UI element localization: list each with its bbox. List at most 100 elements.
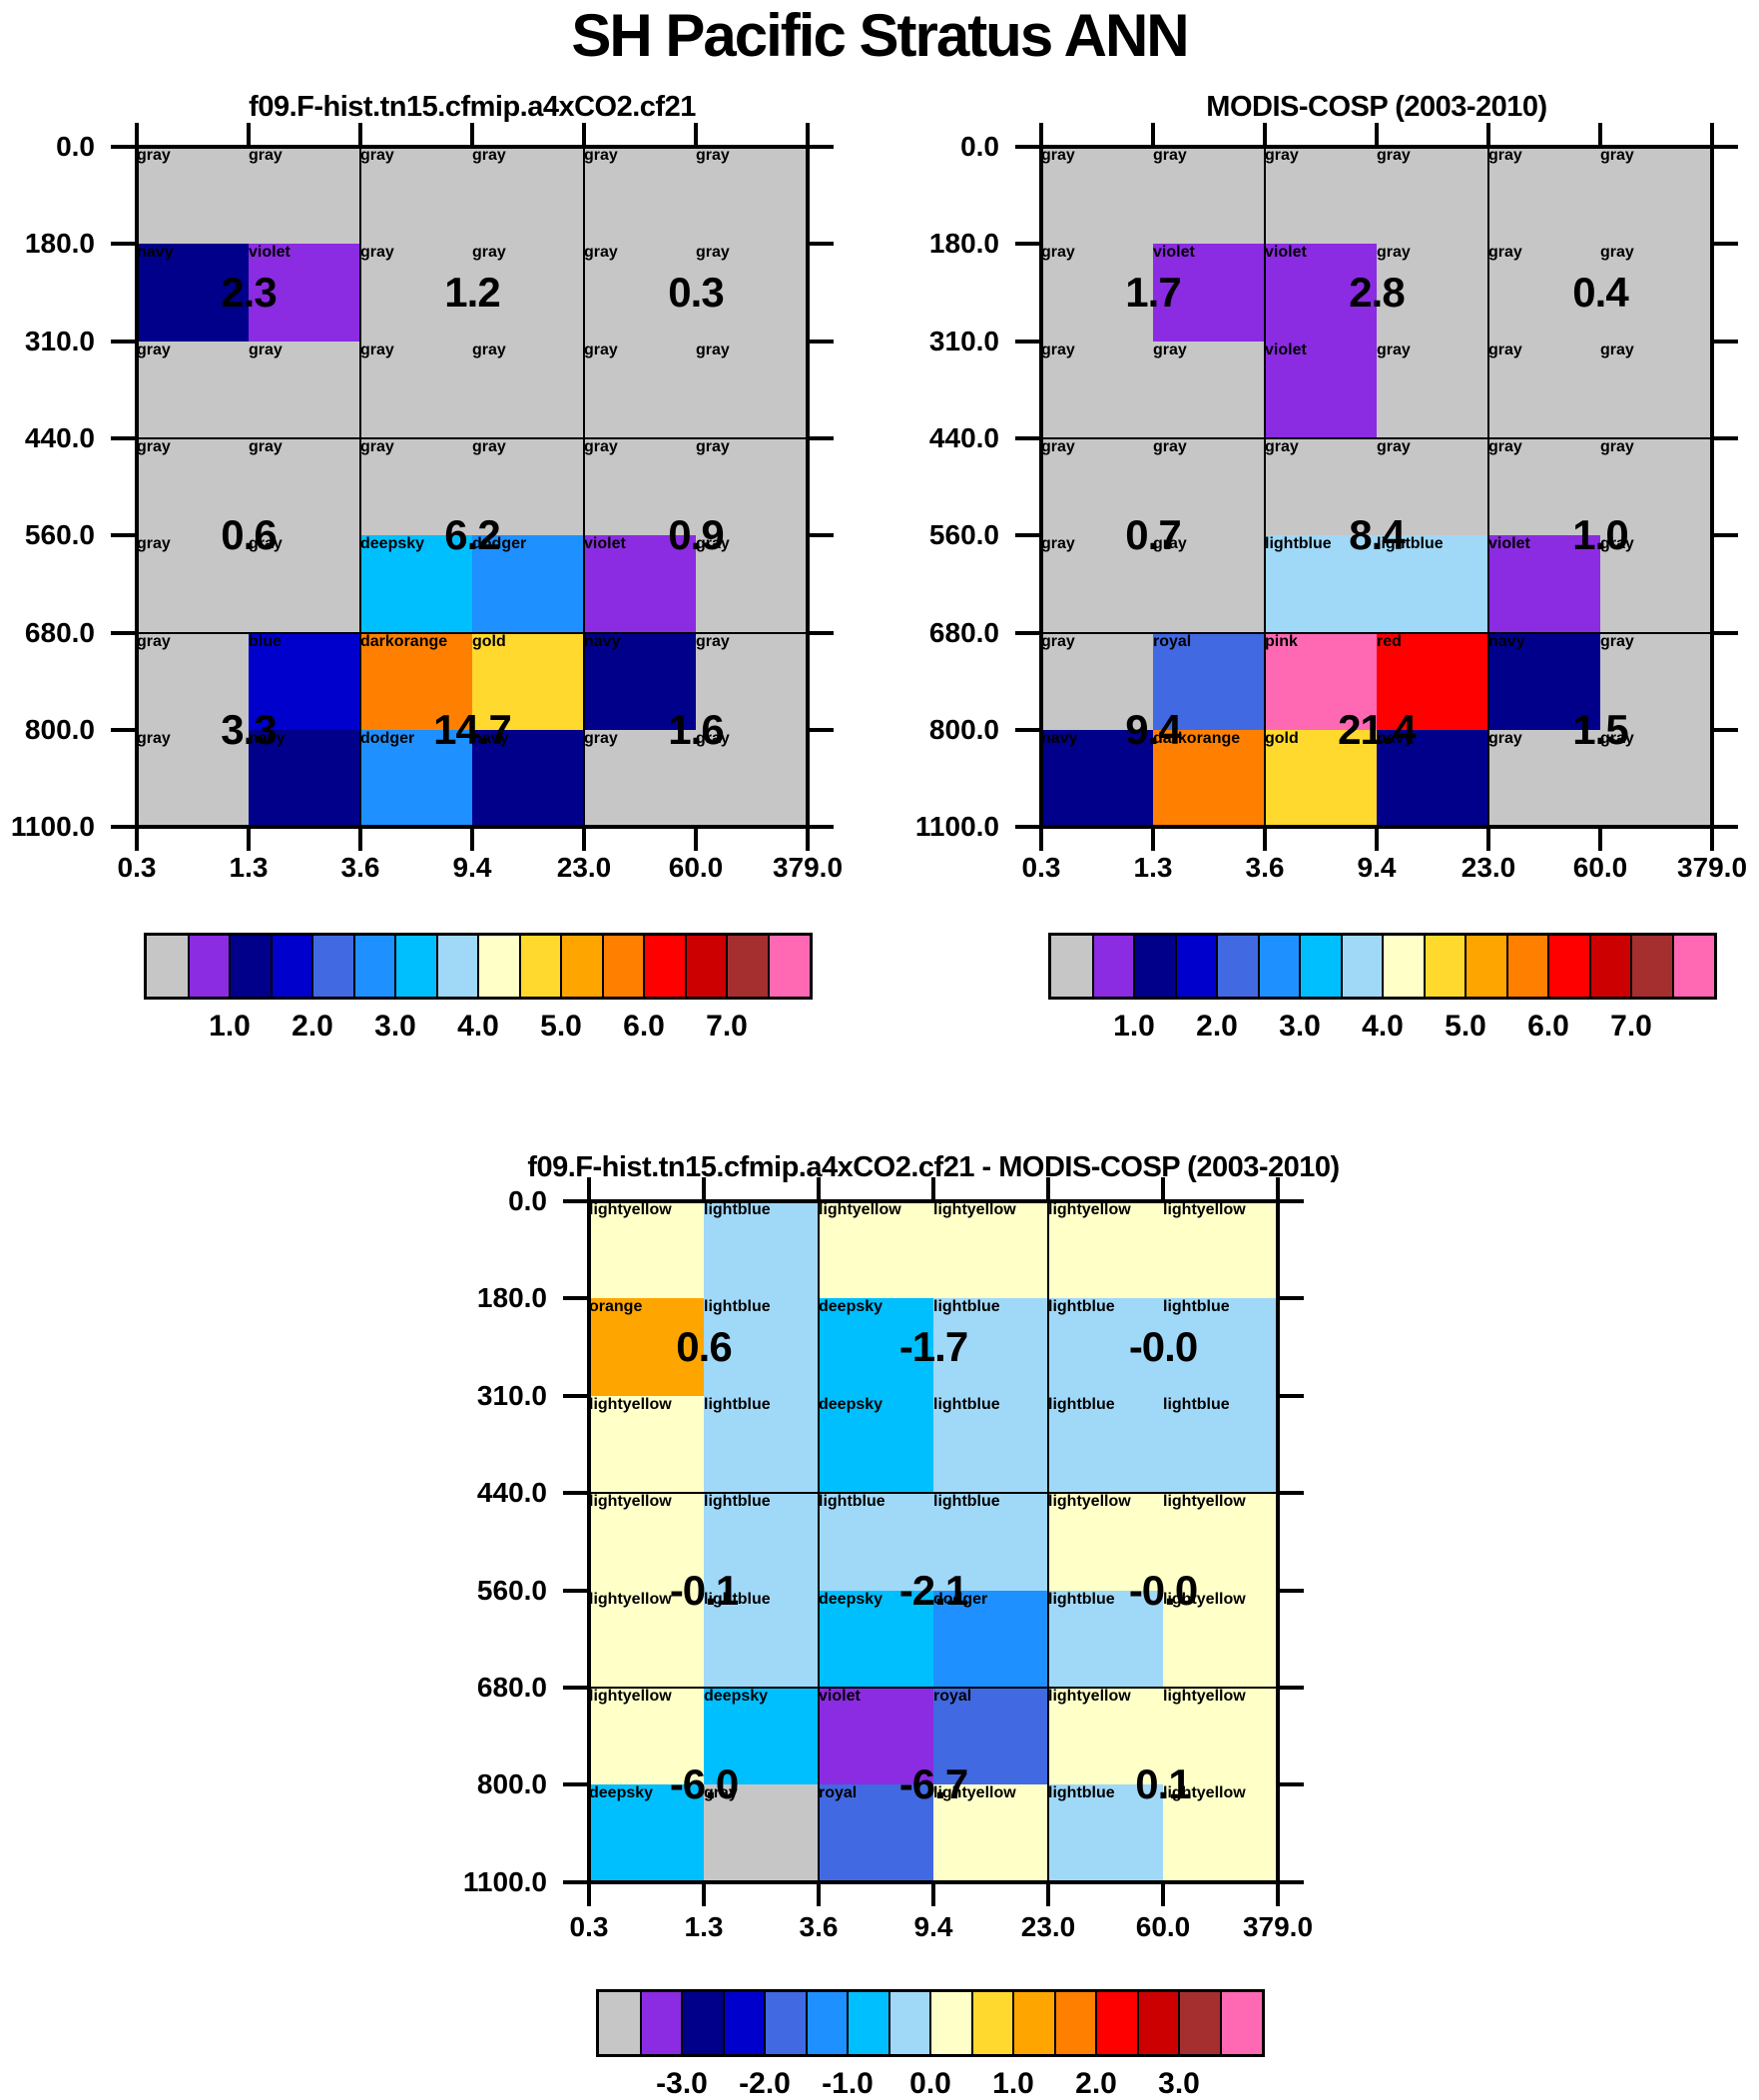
axis-tick [1015, 339, 1041, 344]
colorbar-segment [727, 936, 769, 997]
heatmap-cell: lightblue [933, 1298, 1049, 1397]
axis-tick [1276, 1177, 1280, 1201]
heatmap-cell: gray [1153, 341, 1266, 439]
colorbar-divider [970, 1992, 973, 2054]
x-tick-label: 23.0 [556, 852, 612, 884]
heatmap-cell: gray [137, 437, 250, 537]
heatmap-cell: gray [137, 535, 250, 634]
colorbar-segment [765, 1992, 807, 2054]
heatmap-cell: gray [696, 147, 809, 246]
axis-tick [1598, 123, 1602, 147]
colorbar-divider [726, 936, 728, 997]
colorbar-segment [930, 1992, 972, 2054]
heatmap-cell: lightyellow [589, 1493, 705, 1592]
colorbar-segment [640, 1992, 682, 2054]
heatmap-cell: darkorange [360, 632, 473, 731]
heatmap-cell: lightyellow [933, 1784, 1049, 1883]
plot-frame [135, 145, 810, 830]
colorbar-segment [1589, 936, 1631, 997]
x-tick-label: 379.0 [1242, 1910, 1314, 1942]
colorbar-tick-label: 3.0 [1279, 1010, 1321, 1043]
axis-tick [1263, 827, 1267, 852]
colorbar-segment [1672, 936, 1714, 997]
heatmap-cell: navy [584, 632, 697, 731]
axis-tick [1710, 123, 1714, 147]
heatmap-cell: lightyellow [1163, 1201, 1279, 1300]
colorbar-tick-label: 3.0 [1158, 2067, 1200, 2100]
heatmap-cell: gray [696, 632, 809, 731]
cell-value-label: 2.8 [1349, 268, 1405, 316]
heatmap-cell: gray [704, 1784, 820, 1883]
axis-tick [1486, 827, 1490, 852]
x-tick-label: 379.0 [1676, 852, 1748, 884]
colorbar-divider [1219, 1992, 1222, 2054]
axis-tick [1278, 1782, 1304, 1787]
axis-tick [1039, 827, 1043, 852]
colorbar-segment [1054, 1992, 1096, 2054]
y-tick-label: 310.0 [476, 1379, 547, 1411]
panel-title: MODIS-COSP (2003-2010) [1206, 91, 1547, 123]
axis-tick [1015, 533, 1041, 538]
axis-tick [1375, 123, 1379, 147]
axis-tick [1712, 435, 1738, 440]
heatmap-cell: violet [1153, 244, 1266, 343]
heatmap-cell: gray [1377, 341, 1489, 439]
heatmap-cell: gray [472, 147, 585, 246]
heatmap-cell: gray [1600, 535, 1713, 634]
y-tick-label: 1100.0 [462, 1865, 547, 1897]
heatmap-cell: gray [1377, 244, 1489, 343]
colorbar-divider [1588, 936, 1591, 997]
x-tick-label: 60.0 [1135, 1910, 1191, 1942]
heatmap-cell: violet [249, 244, 361, 343]
y-tick-label: 440.0 [928, 421, 999, 453]
heatmap-cell: gray [1377, 437, 1489, 537]
colorbar-segment [1341, 936, 1383, 997]
colorbar-divider [352, 936, 355, 997]
y-tick-label: 310.0 [24, 325, 95, 356]
colorbar-segment [1300, 936, 1342, 997]
colorbar-divider [1178, 1992, 1180, 2054]
colorbar-segment [1220, 1992, 1262, 2054]
y-tick-label: 1100.0 [10, 811, 95, 843]
colorbar-divider [518, 936, 521, 997]
colorbar-divider [1136, 1992, 1139, 2054]
colorbar-segment [1096, 1992, 1138, 2054]
colorbar-divider [1053, 1992, 1056, 2054]
heatmap-cell: deepsky [819, 1590, 934, 1689]
heatmap-cell: gray [696, 244, 809, 343]
colorbar-segment [806, 1992, 848, 2054]
y-tick-label: 560.0 [476, 1574, 547, 1606]
axis-tick [806, 123, 810, 147]
axis-tick [1712, 242, 1738, 247]
colorbar-segment [188, 936, 230, 997]
axis-tick [111, 533, 137, 538]
colorbar-segment [1175, 936, 1217, 997]
y-tick-label: 180.0 [928, 228, 999, 260]
colorbar-tick-label: 1.0 [209, 1010, 251, 1043]
colorbar-segment [1424, 936, 1466, 997]
y-tick-label: 0.0 [960, 131, 999, 162]
colorbar-divider [1465, 936, 1466, 997]
colorbar-tick-label: 4.0 [457, 1010, 499, 1043]
colorbar-divider [560, 936, 562, 997]
heatmap-cell: gray [696, 535, 809, 634]
heatmap-cell: gray [1600, 729, 1713, 829]
heatmap-cell: gray [137, 729, 250, 829]
x-tick-label: 9.4 [452, 852, 492, 884]
axis-tick [1712, 630, 1738, 635]
colorbar-segment [723, 1992, 765, 2054]
heatmap-cell: gray [1153, 147, 1266, 246]
heatmap-cell: lightyellow [589, 1395, 705, 1495]
heatmap-cell: deepsky [360, 535, 473, 634]
heatmap-cell: lightyellow [1163, 1590, 1279, 1689]
grid-line [137, 436, 808, 439]
heatmap-cell: gray [1041, 535, 1154, 634]
heatmap-cell: lightblue [1048, 1590, 1164, 1689]
heatmap-cell: gray [249, 147, 361, 246]
grid-line [137, 631, 808, 634]
axis-tick [1161, 1881, 1165, 1906]
x-tick-label: 23.0 [1020, 1910, 1076, 1942]
heatmap-cell: navy [1377, 729, 1489, 829]
colorbar-segment [971, 1992, 1013, 2054]
